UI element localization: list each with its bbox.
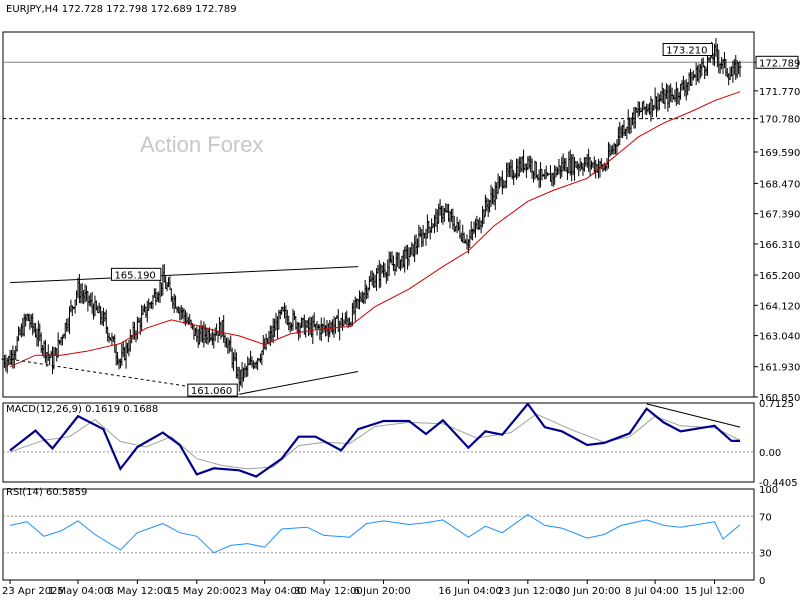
macd-tick-label: -0.4405 bbox=[759, 478, 798, 489]
price-annotation: 173.210 bbox=[662, 43, 714, 57]
trendline bbox=[10, 266, 359, 284]
main-panel-frame bbox=[2, 31, 755, 398]
rsi-line bbox=[9, 513, 741, 554]
annotation-box bbox=[662, 43, 714, 57]
rsi-tick-label: 100 bbox=[759, 485, 778, 496]
annotation-label: 165.190 bbox=[114, 270, 155, 281]
time-tick-label: 15 May 20:00 bbox=[167, 586, 236, 597]
main-chart-header: EURJPY,H4 172.728 172.798 172.689 172.78… bbox=[6, 4, 237, 15]
annotation-box bbox=[110, 267, 162, 281]
time-tick-label: 30 May 12:00 bbox=[294, 586, 363, 597]
trendline bbox=[239, 370, 359, 395]
time-tick-label: 30 Jun 20:00 bbox=[557, 586, 621, 597]
rsi-tick-label: 30 bbox=[759, 549, 772, 560]
price-tick-label: 160.850 bbox=[759, 393, 800, 404]
rsi-panel-frame bbox=[2, 488, 755, 581]
time-tick-label: 16 Jun 04:00 bbox=[438, 586, 502, 597]
price-tick-label: 165.200 bbox=[759, 271, 800, 282]
price-bar bbox=[738, 60, 742, 78]
price-annotation: 165.190 bbox=[110, 267, 162, 281]
last-price-box bbox=[755, 55, 799, 69]
watermark: Action Forex bbox=[140, 132, 264, 157]
price-annotation: 161.060 bbox=[187, 383, 238, 397]
ma-line bbox=[9, 91, 741, 368]
price-tick-label: 163.040 bbox=[759, 332, 800, 343]
axes: 172.789 171.770 170.780 169.590 168.470 167.3… bbox=[2, 55, 800, 597]
time-tick-label: 23 Jun 12:00 bbox=[498, 586, 562, 597]
annotation-label: 173.210 bbox=[666, 46, 707, 57]
rsi-tick-label: 0 bbox=[759, 576, 765, 587]
price-tick-label: 161.930 bbox=[759, 363, 800, 374]
price-tick-label: 170.780 bbox=[759, 115, 800, 126]
price-tick-label: 166.310 bbox=[759, 240, 800, 251]
macd-panel: 0.7125 0.00 -0.4405 bbox=[3, 399, 798, 489]
rsi-header: RSI(14) 60.5859 bbox=[6, 487, 88, 498]
price-tick-label: 167.390 bbox=[759, 210, 800, 221]
annotation-label: 161.060 bbox=[191, 386, 232, 397]
macd-header: MACD(12,26,9) 0.1619 0.1688 bbox=[6, 404, 159, 415]
rsi-tick-label: 70 bbox=[759, 512, 772, 523]
annotation-box bbox=[187, 383, 238, 397]
time-tick-label: 1 May 04:00 bbox=[48, 586, 110, 597]
price-tick-label: 171.770 bbox=[759, 87, 800, 98]
time-tick-label: 8 May 12:00 bbox=[107, 586, 169, 597]
macd-signal-line bbox=[9, 413, 741, 470]
price-annotations: 173.210 165.190 161.060 bbox=[110, 43, 714, 397]
price-tick-label: 168.470 bbox=[759, 179, 800, 190]
macd-tick-label: 0.00 bbox=[759, 448, 781, 459]
macd-tick-label: 0.7125 bbox=[759, 399, 794, 410]
macd-line bbox=[9, 402, 740, 478]
price-tick-label: 172.789 bbox=[759, 58, 800, 69]
time-tick-label: 23 May 04:00 bbox=[235, 586, 304, 597]
macd-panel-frame bbox=[2, 402, 755, 483]
moving-average bbox=[9, 91, 741, 368]
macd-trendline bbox=[646, 403, 741, 428]
price-tick-label: 169.590 bbox=[759, 148, 800, 159]
time-tick-label: 8 Jul 04:00 bbox=[625, 586, 679, 597]
time-tick-label: 6 Jun 20:00 bbox=[354, 586, 411, 597]
time-tick-label: 23 Apr 2025 bbox=[2, 586, 64, 597]
rsi-panel: 100 70 30 0 bbox=[3, 485, 778, 587]
time-tick-label: 15 Jul 12:00 bbox=[685, 586, 745, 597]
price-bars bbox=[1, 38, 742, 392]
panel-frames bbox=[2, 31, 755, 581]
price-tick-label: 164.120 bbox=[759, 301, 800, 312]
